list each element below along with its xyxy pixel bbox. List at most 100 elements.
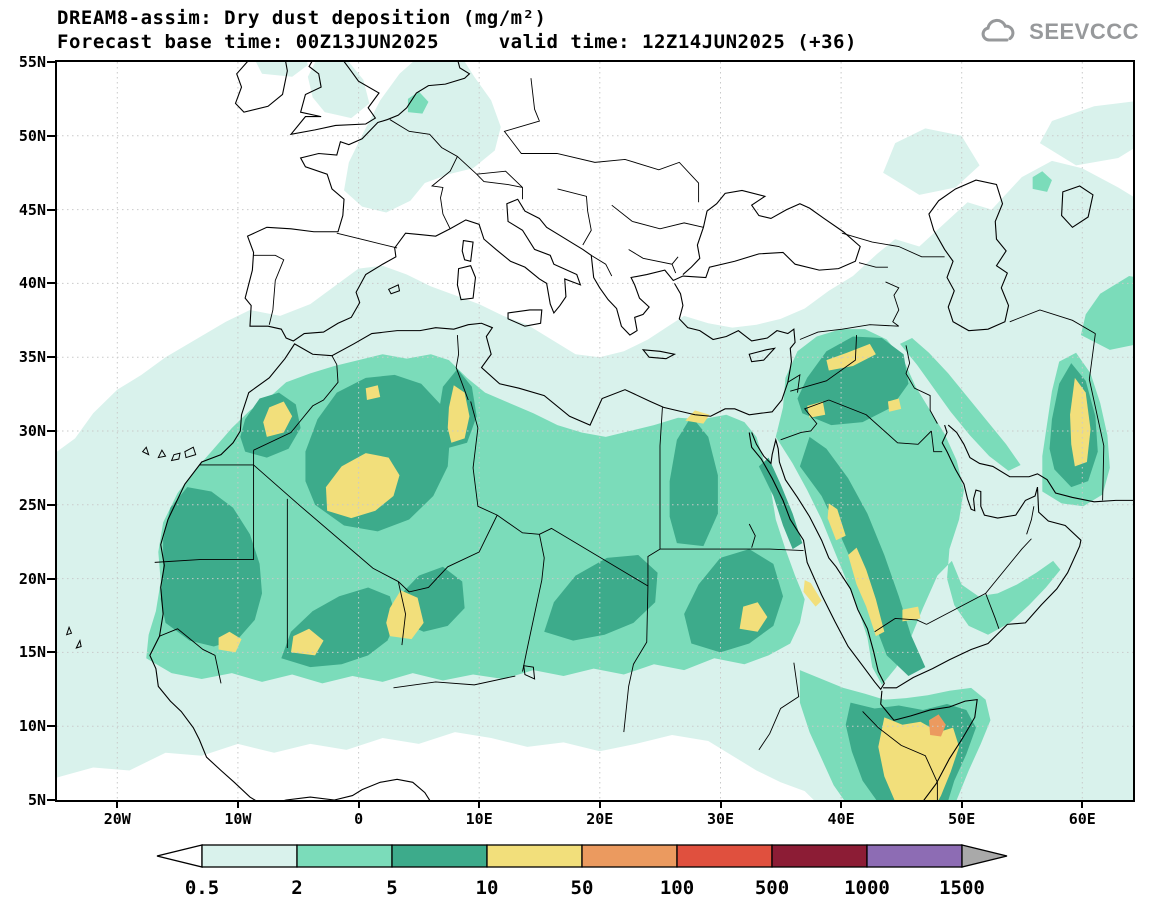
dust-region-l4 (447, 385, 470, 443)
dust-region-l2 (899, 338, 1021, 471)
colorbar-legend: 0.5 2 5 10 50 100 500 1000 1500 (154, 842, 1010, 900)
dust-region-l4 (1070, 377, 1091, 467)
dust-region-l4 (827, 503, 846, 541)
dust-region-l4 (386, 590, 424, 640)
lon-tick-label: 20W (103, 810, 131, 828)
lon-tick (1081, 800, 1084, 808)
lat-tick (47, 725, 55, 728)
colorbar-level-label: 500 (754, 877, 790, 899)
seevccc-cloud-icon (981, 18, 1015, 42)
coastline-caspian-sea (929, 180, 1009, 331)
lat-tick-label: 20N (18, 569, 46, 588)
coastline-crete (643, 350, 674, 359)
colorbar-left-arrow (156, 844, 203, 868)
coastline-sardinia (457, 266, 475, 300)
colorbar-level-label: 10 (475, 877, 499, 899)
lon-tick (236, 800, 239, 808)
colorbar-level-label: 0.5 (184, 877, 220, 899)
lat-tick (47, 282, 55, 285)
gridlines (57, 62, 1133, 800)
colorbar-level-label: 5 (386, 877, 398, 899)
colorbar-cell (866, 844, 963, 868)
lon-tick-label: 20E (586, 810, 614, 828)
lat-tick (47, 799, 55, 801)
small-islands (67, 285, 535, 679)
lon-tick (478, 800, 481, 808)
coastline-ireland (235, 62, 287, 112)
colorbar-cell (391, 844, 488, 868)
dust-region-l2 (407, 91, 429, 114)
coastline-corsica (462, 241, 473, 262)
lon-tick-label: 50E (948, 810, 976, 828)
lat-tick (47, 577, 55, 580)
lat-tick-label: 35N (18, 348, 46, 367)
dust-region-l3 (758, 457, 803, 550)
coastline-iran (948, 425, 1133, 502)
colorbar-right-arrow (961, 844, 1008, 868)
lat-tick-label: 5N (27, 791, 46, 809)
dust-region-l4 (848, 547, 885, 637)
coastline-cyprus (749, 348, 774, 361)
seevccc-logo: SEEVCCC (978, 18, 1139, 45)
dust-region-l4 (685, 410, 710, 424)
colorbar-cell (771, 844, 868, 868)
dust-region-l3 (544, 554, 658, 641)
lon-tick (116, 800, 119, 808)
lat-tick-label: 40N (18, 274, 46, 293)
colorbar-level-label: 50 (570, 877, 594, 899)
borders-europe (254, 78, 704, 324)
dust-region-l4 (826, 343, 876, 371)
dust-region-l3 (799, 436, 926, 677)
dust-region-l4 (902, 606, 921, 622)
lat-tick-label: 10N (18, 717, 46, 736)
lat-tick (47, 651, 55, 654)
dust-region-l1 (298, 304, 337, 336)
colorbar-level-label: 2 (291, 877, 303, 899)
coastline-horn-of-africa (881, 691, 977, 800)
borders-middle-east (781, 233, 1104, 632)
coastline-africa-levant (150, 283, 795, 800)
page-title: DREAM8-assim: Dry dust deposition (mg/m²… (57, 7, 547, 29)
forecast-subtitle: Forecast base time: 00Z13JUN2025 valid t… (57, 31, 857, 53)
lon-tick-label: 30E (706, 810, 735, 828)
coastlines-borders (67, 62, 1133, 800)
dust-region-l5 (928, 714, 946, 737)
lat-tick (47, 61, 55, 63)
coastline-europe (245, 62, 860, 341)
lat-tick-label: 15N (18, 643, 46, 662)
dust-region-l3 (797, 336, 909, 426)
dust-region-l1 (883, 128, 980, 195)
lat-tick (47, 134, 55, 137)
colorbar-cell (296, 844, 393, 868)
dust-region-l4 (803, 580, 822, 607)
colorbar-cell (676, 844, 773, 868)
dust-region-l3 (160, 487, 263, 647)
dust-region-l1 (255, 62, 308, 77)
lon-tick-label: 10W (224, 810, 252, 828)
colorbar-level-label: 1000 (844, 877, 890, 899)
map-frame (55, 60, 1135, 802)
colorbar-cell (581, 844, 678, 868)
dust-region-l1 (344, 62, 501, 213)
dust-region-l3 (669, 416, 718, 547)
coastline-gulf-of-guinea (264, 779, 433, 800)
map (57, 62, 1133, 800)
colorbar-cell (201, 844, 298, 868)
dust-region-l2 (1080, 276, 1133, 350)
coastline-britain (291, 62, 379, 134)
lon-tick-label: 0 (354, 810, 364, 828)
lat-tick-label: 25N (18, 495, 46, 514)
colorbar (156, 844, 1008, 868)
coastline-aral-sea (1062, 186, 1093, 227)
colorbar-labels: 0.5 2 5 10 50 100 500 1000 1500 (154, 874, 1010, 900)
lon-tick-label: 10E (465, 810, 493, 828)
dust-region-l4 (739, 602, 768, 632)
dust-region-l4 (218, 631, 242, 653)
colorbar-level-label: 1500 (939, 877, 985, 899)
dust-region-l4 (325, 453, 400, 519)
dust-region-l4 (290, 628, 324, 656)
lon-tick (357, 800, 360, 808)
lat-tick (47, 356, 55, 359)
seevccc-logo-text: SEEVCCC (1029, 18, 1139, 44)
